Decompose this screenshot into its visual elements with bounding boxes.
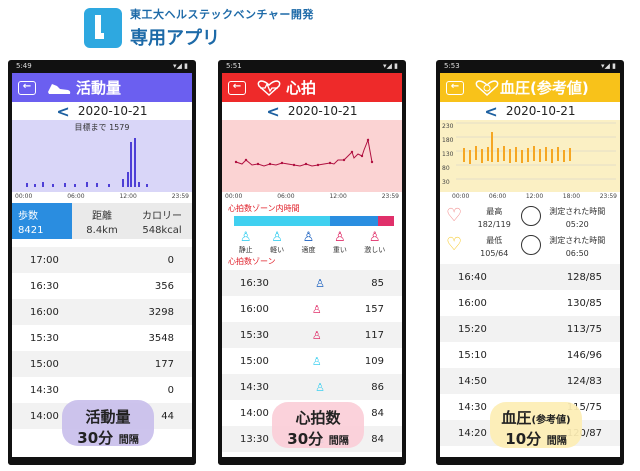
list-item: 15:30 ♙ 117: [222, 322, 402, 348]
bp-list: 16:40 128/85 16:00 130/85 15:20 113/75 15:1…: [440, 264, 620, 446]
heart-chart: [222, 120, 402, 192]
list-item: 16:30 ♙ 85: [222, 270, 402, 296]
list-item: 14:30 ♙ 86: [222, 374, 402, 400]
nav-bar: [436, 457, 624, 465]
walking-icon: ♙: [271, 230, 283, 245]
interval-badge: 心拍数 30分 間隔: [272, 402, 364, 448]
chart-x-axis: 00:00 06:00 12:00 23:59: [225, 193, 399, 200]
bp-scatter: [456, 122, 616, 180]
stats-tabs: 歩数 8421 距離 8.4km カロリー 548kcal: [12, 203, 192, 239]
back-button[interactable]: ←: [18, 80, 36, 95]
app-bar: ← 心拍: [222, 73, 402, 102]
list-item: 16:00 3298: [12, 299, 192, 325]
tab-steps[interactable]: 歩数 8421: [12, 203, 72, 239]
bp-chart: 230 180 130 80 30: [440, 120, 620, 192]
phone-heart: 5:51 ▾◢ ▮ ← 心拍 < 2020-10-21 00:00 06:00 12:…: [218, 60, 406, 465]
standing-icon: ♙: [239, 230, 252, 245]
interval-badge: 血圧(参考値) 10分 間隔: [490, 402, 582, 448]
sneaker-icon: [48, 83, 71, 94]
prev-date-button[interactable]: <: [266, 101, 280, 121]
date-bar: < 2020-10-21: [440, 101, 620, 121]
list-item: 15:30 3548: [30, 332, 174, 344]
tab-distance[interactable]: 距離 8.4km: [72, 203, 132, 239]
goal-text: 目標まで 1579: [74, 123, 130, 132]
zone-bar: [234, 216, 394, 226]
walking-fast-icon: ♙: [302, 230, 315, 245]
app-bar: ← 血圧(参考値): [440, 73, 620, 102]
date-label: 2020-10-21: [505, 104, 576, 118]
logo-subtitle: 東工大ヘルステックベンチャー開発: [130, 8, 314, 21]
zone-title: 心拍数ゾーン内時間: [228, 204, 300, 213]
logo-title: 専用アプリ: [130, 28, 220, 49]
heart-high-icon: ♡: [446, 205, 463, 226]
sprinting-icon: ♙: [368, 230, 381, 245]
date-label: 2020-10-21: [77, 104, 148, 118]
date-bar: < 2020-10-21: [12, 101, 192, 121]
screen-title: 血圧(参考値): [500, 79, 589, 97]
prev-date-button[interactable]: <: [56, 101, 70, 121]
nav-bar: [218, 457, 406, 465]
steps-chart: 目標まで 1579: [12, 120, 192, 192]
list-item: 16:30 356: [30, 280, 174, 292]
status-bar: 5:49 ▾◢ ▮: [12, 60, 192, 73]
screen-title: 活動量: [76, 79, 122, 97]
phone-blood-pressure: 5:53 ▾◢ ▮ ← 血圧(参考値) < 2020-10-21 230 180 13…: [436, 60, 624, 465]
app-bar: ← 活動量: [12, 73, 192, 102]
list-item: 17:00 0: [12, 247, 192, 273]
back-button[interactable]: ←: [228, 80, 246, 95]
logo-l-icon: [84, 8, 122, 48]
screen-title: 心拍: [286, 79, 317, 97]
phone-activity: 5:49 ▾◢ ▮ ← 活動量 < 2020-10-21 目標まで 1579: [8, 60, 196, 465]
prev-date-button[interactable]: <: [484, 101, 498, 121]
heart-low-icon: ♡: [446, 234, 463, 255]
app-logo: 東工大ヘルステックベンチャー開発 専用アプリ: [84, 6, 314, 50]
status-bar: 5:53 ▾◢ ▮: [440, 60, 620, 73]
zone-footer: 心拍数ゾーン: [228, 257, 276, 266]
heart-pulse-icon: [257, 79, 281, 96]
clock-icon: [520, 206, 541, 226]
bp-max-row: ♡ 最高 182/119 測定された時間 05:20: [446, 205, 606, 230]
heart-line: [234, 138, 374, 167]
nav-bar: [8, 457, 196, 465]
bp-min-row: ♡ 最低 105/64 測定された時間 06:50: [446, 234, 606, 259]
list-item: 16:40 128/85: [440, 264, 620, 290]
date-bar: < 2020-10-21: [222, 101, 402, 121]
list-item: 14:30 115/75: [458, 401, 602, 413]
activity-list: 17:00 0 16:30 356 16:00 3298 15:30 3548 15:0…: [12, 239, 192, 429]
heart-gauge-icon: [475, 79, 499, 96]
chart-x-axis: 00:00 06:00 12:00 23:59: [15, 193, 189, 200]
bp-y-axis: 230 180 130 80 30: [442, 123, 454, 186]
clock-icon: [520, 235, 541, 255]
zone-icons: ♙ 静止 ♙ 軽い ♙ 適度 ♙ 重い ♙ 激しい: [238, 230, 386, 254]
tab-calories[interactable]: カロリー 548kcal: [132, 203, 192, 239]
running-icon: ♙: [334, 230, 346, 245]
status-bar: 5:51 ▾◢ ▮: [222, 60, 402, 73]
back-button[interactable]: ←: [446, 80, 464, 95]
list-item: 16:00 ♙ 157: [240, 302, 384, 316]
steps-bars: [26, 138, 148, 187]
list-item: 15:00 177: [12, 351, 192, 377]
list-item: 15:10 146/96: [458, 349, 602, 361]
chart-x-axis: 00:00 06:00 12:00 18:00 23:59: [452, 193, 617, 200]
interval-badge: 活動量 30分 間隔: [62, 400, 154, 447]
date-label: 2020-10-21: [287, 104, 358, 118]
list-item: 14:50 124/83: [440, 368, 620, 394]
list-item: 15:20 113/75: [440, 316, 620, 342]
list-item: 14:30 0: [30, 384, 174, 396]
list-item: 15:00 ♙ 109: [240, 354, 384, 368]
list-item: 16:00 130/85: [458, 297, 602, 309]
